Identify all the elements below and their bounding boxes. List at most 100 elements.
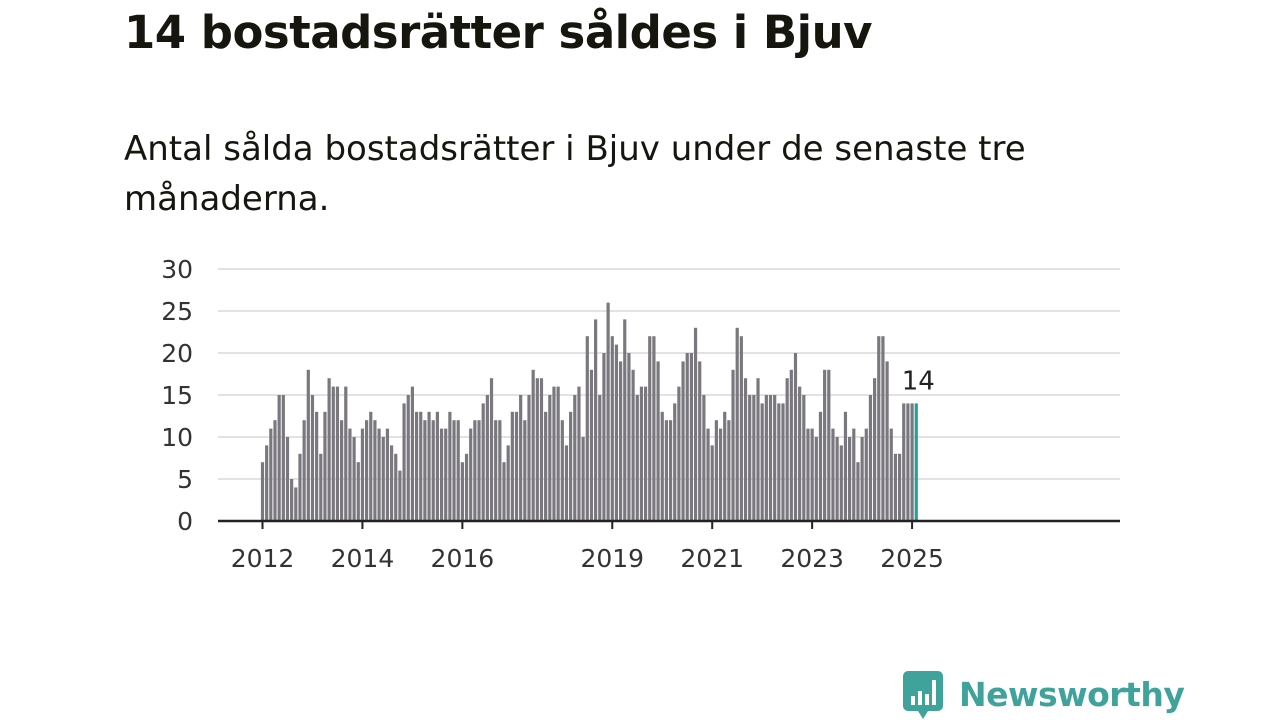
bar bbox=[889, 428, 893, 521]
bar bbox=[290, 479, 294, 521]
bar bbox=[698, 361, 702, 521]
bar bbox=[539, 378, 544, 521]
bar bbox=[585, 336, 589, 521]
newsworthy-logo: Newsworthy bbox=[903, 671, 1185, 719]
bar bbox=[897, 453, 902, 521]
bar bbox=[519, 395, 523, 521]
bar bbox=[852, 428, 856, 521]
x-tick-label: 2025 bbox=[880, 544, 944, 573]
bar bbox=[489, 378, 494, 521]
bar bbox=[460, 462, 464, 521]
bar bbox=[714, 420, 718, 521]
bar bbox=[660, 411, 664, 521]
bar bbox=[469, 428, 473, 521]
newsworthy-bar-chart-icon bbox=[903, 671, 943, 719]
bar bbox=[823, 369, 827, 521]
bar bbox=[764, 395, 768, 521]
bar bbox=[573, 395, 577, 521]
bar bbox=[402, 403, 406, 521]
bar bbox=[864, 428, 868, 521]
bar bbox=[302, 420, 306, 521]
bar bbox=[639, 386, 644, 521]
bar bbox=[735, 327, 739, 521]
y-tick-label: 10 bbox=[161, 423, 193, 452]
bar bbox=[365, 420, 369, 521]
y-tick-label: 30 bbox=[161, 255, 193, 284]
bar bbox=[885, 361, 889, 521]
bar bbox=[306, 369, 310, 521]
bar bbox=[273, 420, 277, 521]
bar bbox=[902, 403, 906, 521]
bar bbox=[893, 453, 898, 521]
bar bbox=[298, 453, 302, 521]
bar bbox=[606, 302, 610, 521]
bar bbox=[464, 453, 469, 521]
bar bbox=[477, 420, 481, 521]
bar bbox=[427, 411, 431, 521]
chart-title: 14 bostadsrätter såldes i Bjuv bbox=[124, 6, 872, 59]
bar bbox=[414, 411, 419, 521]
bar bbox=[494, 420, 498, 521]
bar bbox=[269, 428, 273, 521]
bar bbox=[760, 403, 764, 521]
bar bbox=[506, 445, 510, 521]
bar bbox=[881, 336, 885, 521]
bar bbox=[369, 411, 373, 521]
bar bbox=[294, 487, 298, 521]
bar bbox=[781, 403, 785, 521]
bar bbox=[560, 420, 564, 521]
bar bbox=[448, 411, 452, 521]
bar bbox=[835, 437, 839, 521]
bar bbox=[544, 411, 548, 521]
grid-lines bbox=[218, 268, 1120, 480]
bar bbox=[360, 428, 365, 521]
bar bbox=[614, 344, 619, 521]
x-tick-label: 2014 bbox=[331, 544, 395, 573]
y-tick-label: 5 bbox=[177, 465, 193, 494]
bar bbox=[668, 420, 673, 521]
bar bbox=[768, 395, 773, 521]
bar bbox=[569, 411, 573, 521]
bar bbox=[627, 353, 631, 521]
bar bbox=[348, 428, 352, 521]
annotations: 14 bbox=[902, 366, 935, 396]
bar bbox=[831, 428, 835, 521]
bar bbox=[756, 378, 760, 521]
bar bbox=[777, 403, 781, 521]
bar bbox=[693, 327, 698, 521]
bar bbox=[677, 386, 681, 521]
bar bbox=[431, 420, 435, 521]
bar bbox=[419, 411, 423, 521]
bar bbox=[673, 403, 677, 521]
bar bbox=[860, 437, 864, 521]
bar bbox=[652, 336, 656, 521]
bar bbox=[435, 411, 439, 521]
bar bbox=[785, 378, 789, 521]
bar bbox=[681, 361, 685, 521]
bar bbox=[394, 453, 398, 521]
bar bbox=[335, 386, 340, 521]
bar bbox=[773, 395, 777, 521]
bar bbox=[689, 353, 693, 521]
bar bbox=[281, 395, 285, 521]
bar bbox=[327, 378, 331, 521]
bar bbox=[344, 386, 348, 521]
bar bbox=[444, 428, 448, 521]
x-tick-label: 2019 bbox=[580, 544, 644, 573]
bar bbox=[527, 395, 531, 521]
bar bbox=[635, 395, 639, 521]
bar bbox=[743, 378, 748, 521]
bar bbox=[331, 386, 335, 521]
bar bbox=[802, 395, 806, 521]
bar bbox=[531, 369, 535, 521]
bar bbox=[535, 378, 539, 521]
bar bbox=[598, 395, 602, 521]
bar bbox=[319, 453, 323, 521]
y-axis-ticks: 0 5 10 15 20 25 30 bbox=[161, 255, 193, 536]
bar bbox=[848, 437, 852, 521]
bar bbox=[752, 395, 756, 521]
bar bbox=[498, 420, 502, 521]
bar bbox=[315, 411, 319, 521]
bar bbox=[594, 319, 598, 521]
bar bbox=[581, 437, 585, 521]
